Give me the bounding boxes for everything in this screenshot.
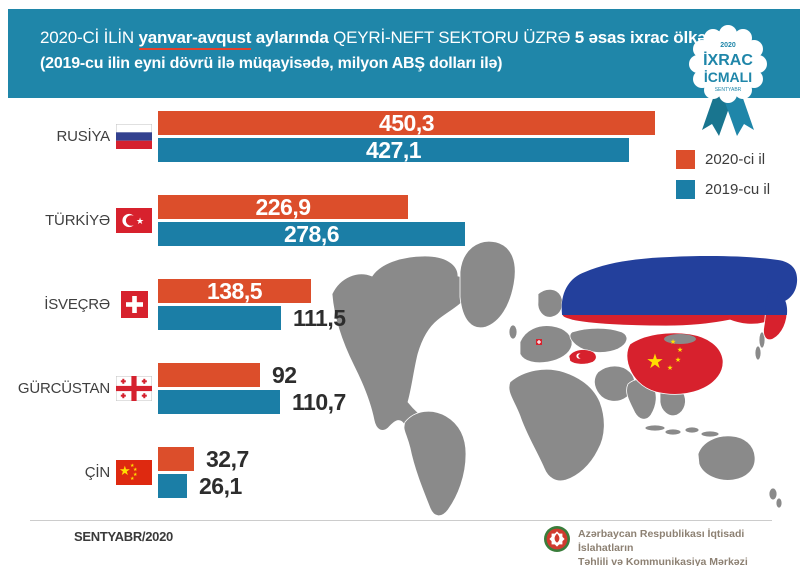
- country-label-georgia: GÜRCÜSTAN: [17, 380, 110, 397]
- map-turkey: [568, 349, 597, 365]
- title-line1: 2020-Cİ İLİN yanvar-avqust aylarında QEY…: [40, 25, 720, 51]
- map-north-america: [331, 255, 472, 436]
- value-label-2019-china: 26,1: [199, 473, 242, 499]
- organization-name: Azərbaycan Respublikası İqtisadi İslahat…: [578, 528, 748, 566]
- bar-2020-georgia: [158, 363, 260, 387]
- bar-2020-china: [158, 447, 194, 471]
- issue-date: SENTYABR/2020: [74, 529, 173, 544]
- map-central-asia: [569, 327, 628, 353]
- svg-text:★: ★: [130, 476, 135, 482]
- title-segment: QEYRİ-NEFT SEKTORU ÜZRƏ: [333, 28, 575, 47]
- china-flag-icon: ★ ★ ★ ★ ★: [116, 460, 152, 490]
- svg-text:★: ★: [130, 463, 135, 469]
- title-segment: 5 əsas ixrac ölkəsi: [574, 28, 721, 47]
- legend-item-2020: 2020-ci il: [676, 150, 770, 169]
- bar-2020-turkey: [158, 195, 408, 219]
- svg-text:★: ★: [677, 346, 683, 354]
- svg-text:★: ★: [136, 217, 144, 227]
- header-banner: 2020-Cİ İLİN yanvar-avqust aylarında QEY…: [8, 9, 800, 98]
- badge-title1: İXRAC: [703, 51, 753, 69]
- bar-2019-russia: [158, 138, 629, 162]
- bar-2019-china: [158, 474, 187, 498]
- china-star-icon: ★: [646, 349, 664, 373]
- value-label-2020-china: 32,7: [206, 446, 249, 472]
- value-label-2020-turkey: 226,9: [255, 194, 311, 220]
- country-label-switzerland: İSVEÇRƏ: [44, 296, 110, 313]
- svg-text:★: ★: [133, 467, 138, 473]
- map-new-zealand: [768, 487, 778, 501]
- map-south-america: [403, 410, 467, 517]
- title-segment: aylarında: [251, 28, 334, 47]
- value-label-2020-georgia: 92: [272, 362, 297, 388]
- value-label-2019-russia: 427,1: [365, 137, 422, 163]
- badge-title2: İCMALI: [704, 69, 752, 85]
- map-greenland: [459, 240, 516, 329]
- svg-text:★: ★: [675, 356, 681, 364]
- world-map: ★ ★ ★ ★ ★: [331, 240, 798, 517]
- svg-text:★: ★: [133, 472, 138, 478]
- legend-label: 2020-ci il: [705, 151, 766, 168]
- value-label-2020-russia: 450,3: [378, 110, 435, 136]
- title-segment: 2020-Cİ İLİN: [40, 28, 139, 47]
- country-label-russia: RUSİYA: [56, 128, 110, 145]
- map-indonesia: [644, 424, 666, 432]
- map-japan: [758, 331, 766, 349]
- chart-legend: 2020-ci il 2019-cu il: [676, 150, 770, 210]
- svg-text:★: ★: [667, 364, 673, 372]
- legend-swatch-icon: [676, 180, 695, 199]
- svg-text:★: ★: [119, 464, 131, 479]
- map-uk: [508, 324, 518, 340]
- map-europe: [519, 325, 573, 364]
- badge-subtitle: SENTYABR: [715, 87, 742, 93]
- map-africa: [508, 368, 605, 482]
- map-switzerland: [536, 339, 542, 345]
- badge-rosette-icon: [689, 25, 767, 103]
- map-russia: [561, 255, 798, 341]
- map-australia: [697, 435, 756, 481]
- page-title: 2020-Cİ İLİN yanvar-avqust aylarında QEY…: [40, 25, 720, 77]
- title-highlight: yanvar-avqust: [138, 28, 251, 50]
- bar-2019-georgia: [158, 390, 280, 414]
- country-label-turkey: TÜRKİYƏ: [45, 212, 110, 229]
- footer-divider: [30, 520, 772, 521]
- map-china: ★ ★ ★ ★ ★: [626, 332, 724, 395]
- map-middle-east: [593, 365, 635, 402]
- legend-swatch-icon: [676, 150, 695, 169]
- svg-text:★: ★: [670, 338, 676, 346]
- georgia-flag-icon: [115, 375, 153, 406]
- legend-label: 2019-cu il: [705, 181, 771, 198]
- badge-year: 2020: [720, 42, 736, 49]
- bar-2020-switzerland: [158, 279, 311, 303]
- turkey-flag-icon: ★: [116, 208, 152, 238]
- bar-2019-switzerland: [158, 306, 281, 330]
- ixrac-icmali-badge: 2020 İXRAC İCMALI SENTYABR: [689, 25, 767, 136]
- value-label-2020-switzerland: 138,5: [206, 278, 263, 304]
- map-scandinavia: [537, 288, 563, 318]
- country-label-china: ÇİN: [84, 464, 110, 481]
- map-mongolia: [664, 334, 696, 344]
- legend-item-2019: 2019-cu il: [676, 180, 770, 199]
- azerbaijan-emblem-icon: [544, 526, 570, 552]
- bar-2020-russia: [158, 111, 655, 135]
- title-line2: (2019-cu ilin eyni dövrü ilə müqayisədə,…: [40, 55, 503, 72]
- russia-flag-icon: [115, 123, 153, 154]
- switzerland-flag-icon: [121, 291, 148, 323]
